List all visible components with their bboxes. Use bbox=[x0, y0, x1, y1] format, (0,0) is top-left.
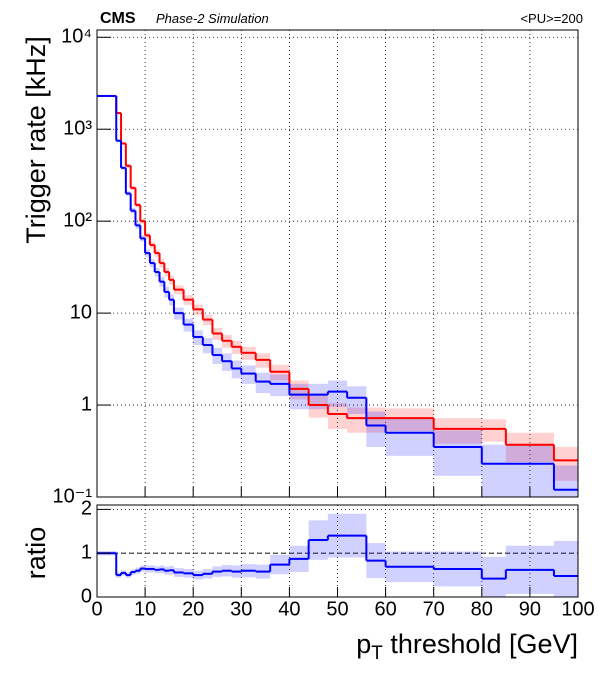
error-band bbox=[347, 407, 367, 433]
chart-title: CMS bbox=[100, 10, 136, 27]
error-band bbox=[481, 419, 506, 442]
x-axis-title: pT threshold [GeV] bbox=[356, 629, 578, 664]
error-band bbox=[308, 383, 328, 410]
x-tick-label: 20 bbox=[182, 598, 204, 620]
y-tick-label: 10 bbox=[70, 301, 92, 323]
y-tick-label: 1 bbox=[81, 393, 92, 415]
error-band bbox=[553, 446, 578, 481]
error-band bbox=[270, 374, 290, 397]
error-band bbox=[347, 386, 367, 414]
x-tick-label: 60 bbox=[374, 598, 396, 620]
error-band bbox=[433, 418, 482, 444]
frame bbox=[96, 504, 579, 598]
frame bbox=[96, 29, 579, 498]
rate-panel: 10⁻¹ 1 10 10² 10³ 10⁴ bbox=[53, 26, 579, 507]
y-axis-title: Trigger rate [kHz] bbox=[21, 36, 51, 244]
x-tick-label: 80 bbox=[471, 598, 493, 620]
x-tick-label: 40 bbox=[278, 598, 300, 620]
y-tick-label: 10² bbox=[63, 209, 92, 231]
error-band bbox=[385, 408, 434, 432]
error-band bbox=[553, 540, 578, 597]
error-band bbox=[505, 432, 554, 463]
x-tick-label: 50 bbox=[326, 598, 348, 620]
plot-area bbox=[97, 30, 578, 497]
x-axis-title-part: threshold [GeV] bbox=[383, 629, 578, 659]
x-tick-label: 10 bbox=[134, 598, 156, 620]
x-tick-label: 30 bbox=[230, 598, 252, 620]
error-band bbox=[481, 556, 506, 597]
annotation: <PU>=200 bbox=[520, 11, 583, 26]
y-tick-label: 10³ bbox=[63, 118, 92, 140]
error-band bbox=[433, 430, 482, 476]
chart-subtitle: Phase-2 Simulation bbox=[156, 11, 269, 26]
x-tick-label: 70 bbox=[423, 598, 445, 620]
error-band bbox=[366, 411, 386, 447]
ratio-panel: 0 1 2 bbox=[81, 498, 579, 607]
error-band bbox=[241, 365, 256, 384]
y-tick-label: 0 bbox=[81, 585, 92, 607]
x-axis-title-sub: T bbox=[371, 643, 383, 664]
plot-area bbox=[97, 505, 578, 597]
x-tick-label: 100 bbox=[561, 598, 594, 620]
x-axis-title-part: p bbox=[356, 629, 371, 659]
error-band bbox=[481, 444, 506, 497]
y-tick-label: 10⁴ bbox=[61, 26, 92, 48]
error-band bbox=[385, 418, 434, 456]
error-band bbox=[255, 372, 271, 394]
y-tick-label: 2 bbox=[81, 498, 92, 520]
error-band bbox=[553, 465, 578, 497]
x-tick-label: 90 bbox=[519, 598, 541, 620]
y-tick-label: 10⁻¹ bbox=[53, 485, 93, 507]
error-band bbox=[308, 395, 328, 418]
y-tick-label: 1 bbox=[81, 541, 92, 563]
error-band bbox=[327, 403, 348, 429]
error-band bbox=[327, 380, 348, 408]
x-tick-label: 0 bbox=[91, 598, 102, 620]
y-axis-title: ratio bbox=[21, 527, 51, 580]
error-band bbox=[289, 383, 309, 410]
